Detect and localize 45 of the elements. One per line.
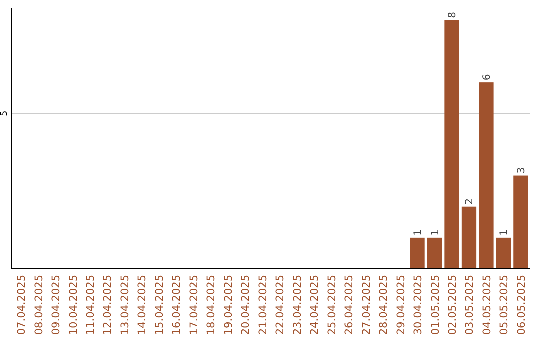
x-tick-label: 26.04.2025	[344, 275, 356, 336]
x-tick-label: 25.04.2025	[326, 275, 338, 336]
bar	[427, 238, 442, 269]
x-tick-label: 01.05.2025	[430, 275, 442, 336]
x-tick-label: 13.04.2025	[119, 275, 132, 336]
bar	[496, 238, 512, 269]
x-tick-label: 24.04.2025	[309, 275, 322, 336]
x-tick-label: 30.04.2025	[412, 275, 425, 336]
data-label: 8	[448, 12, 458, 18]
data-label: 6	[482, 74, 493, 81]
data-label: 1	[430, 230, 442, 236]
y-tick-label: 5	[0, 110, 10, 117]
bar	[410, 238, 425, 269]
x-tick-label: 11.04.2025	[85, 275, 97, 336]
x-tick-label: 14.04.2025	[136, 275, 149, 336]
x-tick-label: 05.05.2025	[498, 275, 511, 336]
x-tick-label: 04.05.2025	[481, 275, 494, 336]
x-tick-label: 12.04.2025	[102, 275, 114, 336]
x-tick-label: 09.04.2025	[50, 275, 63, 336]
bar	[514, 176, 528, 269]
x-tick-label: 20.04.2025	[240, 275, 252, 336]
bar	[444, 20, 460, 269]
x-tick-label: 16.04.2025	[171, 275, 184, 336]
bar	[462, 206, 477, 269]
data-label: 1	[499, 230, 510, 236]
x-tick-label: 22.04.2025	[274, 275, 287, 336]
x-tick-label: 17.04.2025	[188, 275, 200, 336]
x-tick-label: 08.04.2025	[33, 275, 46, 336]
x-tick-label: 07.04.2025	[16, 275, 28, 336]
x-tick-label: 19.04.2025	[222, 275, 235, 336]
data-label: 1	[413, 230, 424, 236]
x-tick-label: 15.04.2025	[154, 275, 166, 336]
x-tick-label: 03.05.2025	[464, 275, 476, 336]
data-label: 2	[464, 198, 476, 205]
x-tick-label: 23.04.2025	[292, 275, 304, 336]
x-tick-label: 21.04.2025	[257, 275, 270, 336]
x-tick-label: 28.04.2025	[378, 275, 390, 336]
x-tick-label: 06.05.2025	[516, 275, 528, 336]
x-tick-label: 29.04.2025	[395, 275, 408, 336]
x-tick-label: 02.05.2025	[447, 275, 459, 336]
x-tick-label: 27.04.2025	[360, 275, 373, 336]
bar	[479, 82, 494, 269]
data-label: 3	[516, 167, 528, 174]
x-tick-label: 10.04.2025	[68, 275, 80, 336]
x-tick-label: 18.04.2025	[206, 275, 218, 336]
